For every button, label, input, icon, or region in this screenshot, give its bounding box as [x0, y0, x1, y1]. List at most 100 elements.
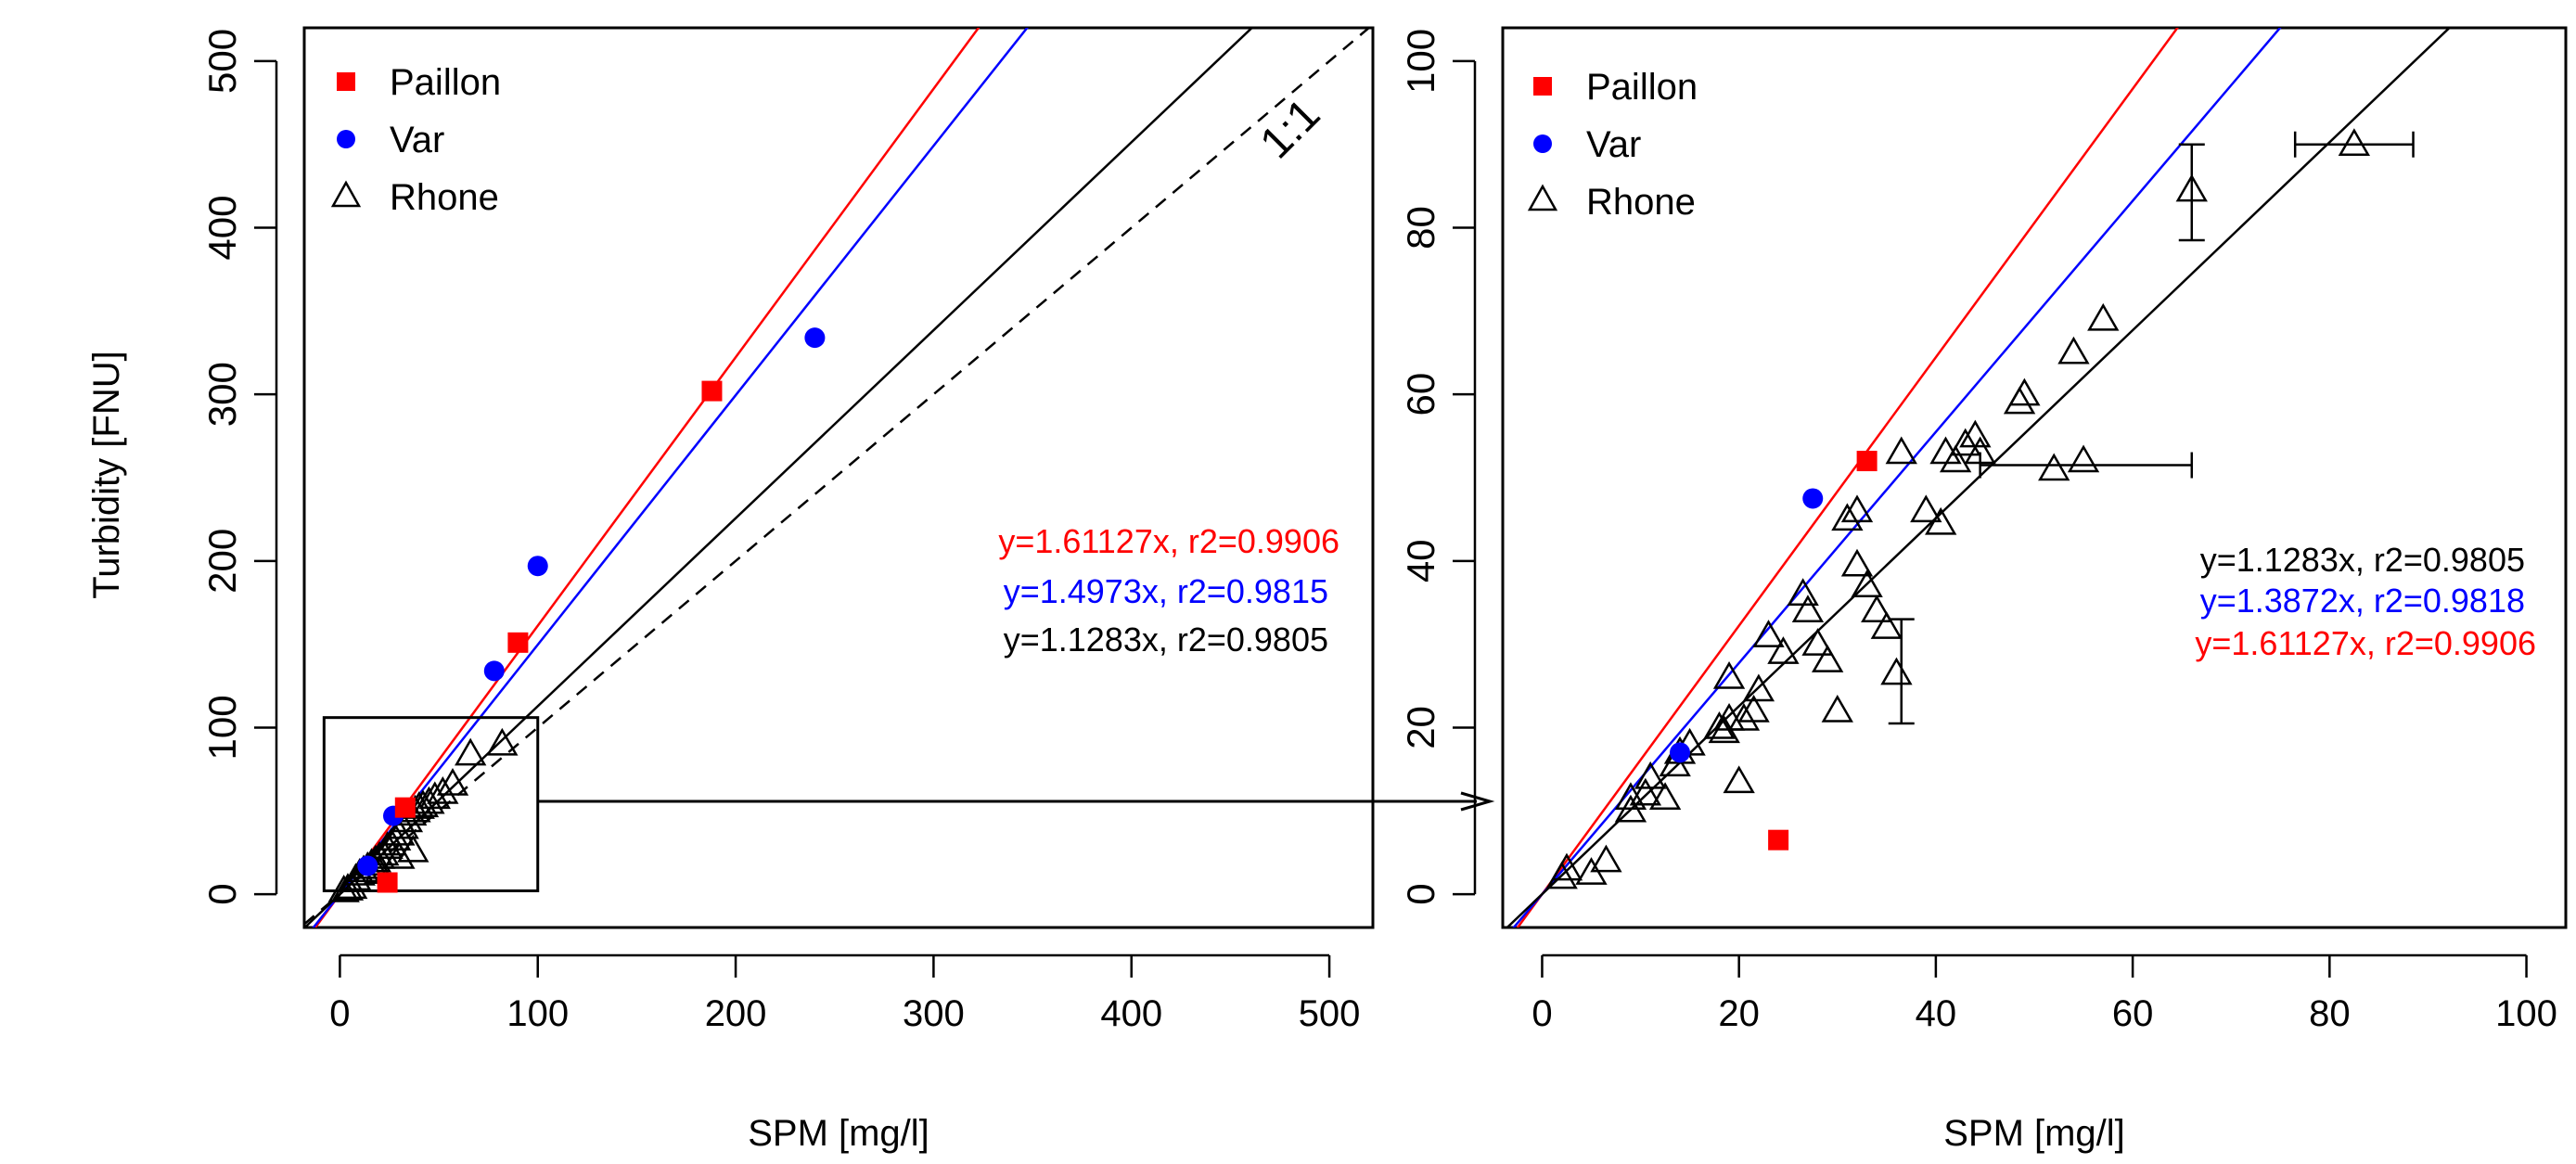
legend-circle-icon	[337, 130, 355, 148]
rhone-point	[1767, 636, 1800, 664]
y-tick-label: 40	[1399, 539, 1442, 582]
legend-triangle-icon	[1527, 184, 1558, 211]
rhone-point	[1964, 436, 1996, 465]
error-bar	[2293, 131, 2415, 158]
rhone-point	[1949, 428, 1981, 456]
y-tick-label: 100	[1399, 29, 1442, 94]
legend-square-icon	[337, 72, 355, 91]
left-y-axis: 0 100 200 300 400 500	[200, 29, 278, 905]
right-data-points	[1545, 128, 2371, 889]
fit-line	[312, 28, 1029, 927]
rhone-point	[455, 737, 487, 766]
rhone-point	[1590, 844, 1622, 873]
var-point	[357, 855, 378, 876]
rhone-point	[1861, 595, 1893, 622]
x-tick-label: 100	[2495, 993, 2557, 1034]
rhone-point	[418, 781, 451, 810]
right-y-axis: 0 20 40 60 80 100	[1399, 29, 1477, 905]
paillon-point	[1856, 451, 1878, 472]
left-plot-frame	[302, 26, 1375, 929]
rhone-point	[1885, 436, 1917, 465]
x-tick-label: 20	[1718, 993, 1760, 1034]
x-tick-label: 80	[2309, 993, 2351, 1034]
zoom-rectangle	[322, 716, 540, 892]
rhone-point	[1851, 569, 1883, 598]
left-legend: Paillon Var Rhone	[330, 62, 501, 218]
rhone-point	[1752, 620, 1785, 647]
right-legend-rhone: Rhone	[1586, 182, 1696, 223]
error-bar	[1888, 618, 1915, 725]
left-legend-paillon: Paillon	[390, 62, 501, 103]
y-tick-label: 500	[200, 29, 244, 94]
left-chart: 0 100 200 300 400 500 0 100 200 300 400 500 SPM [m…	[200, 26, 1375, 1154]
rhone-point	[2175, 173, 2208, 202]
right-plot-frame	[1501, 26, 2568, 929]
rhone-point	[1821, 694, 1853, 723]
y-tick-label: 0	[1399, 883, 1442, 904]
left-equation-paillon: y=1.61127x, r2=0.9906	[998, 522, 1339, 560]
rhone-point	[1737, 694, 1770, 723]
left-equation-rhone: y=1.1283x, r2=0.9805	[1004, 620, 1328, 659]
x-tick-label: 0	[1532, 993, 1552, 1034]
x-tick-label: 500	[1299, 993, 1361, 1034]
left-fit-lines	[304, 28, 1371, 927]
rhone-point	[2338, 128, 2371, 156]
rhone-point	[1959, 419, 1992, 448]
left-one-to-one-label: 1:1	[1251, 90, 1330, 169]
rhone-point	[1648, 782, 1682, 811]
y-tick-label: 60	[1399, 373, 1442, 416]
var-point	[804, 327, 826, 349]
rhone-point	[1791, 595, 1825, 622]
y-tick-label: 200	[200, 529, 244, 594]
rhone-point	[1910, 494, 1942, 523]
var-point	[527, 556, 548, 577]
y-tick-label: 80	[1399, 206, 1442, 249]
right-x-axis: 0 20 40 60 80 100	[1532, 953, 2557, 1034]
zoom-arrow	[538, 791, 1495, 812]
left-legend-rhone: Rhone	[390, 177, 499, 218]
rhone-point	[1614, 782, 1647, 811]
var-point	[1670, 742, 1690, 763]
y-tick-label: 0	[200, 883, 244, 904]
left-equation-var: y=1.4973x, r2=0.9815	[1004, 572, 1328, 610]
rhone-point	[1712, 661, 1746, 689]
x-tick-label: 400	[1100, 993, 1162, 1034]
var-point	[483, 660, 505, 682]
y-tick-label: 100	[200, 695, 244, 760]
var-point	[1802, 488, 1824, 509]
y-tick-label: 300	[200, 362, 244, 427]
fit-line	[1512, 28, 2282, 927]
rhone-point	[2057, 336, 2090, 365]
right-equation-rhone: y=1.1283x, r2=0.9805	[2200, 541, 2525, 579]
rhone-point	[436, 768, 469, 796]
x-tick-label: 300	[903, 993, 965, 1034]
left-data-points	[327, 327, 826, 902]
right-chart: 0 20 40 60 80 100 0 20 40 60 80 100 SPM [mg/l] y=1…	[1399, 26, 2568, 1154]
rhone-point	[1727, 702, 1761, 731]
x-tick-label: 0	[329, 993, 350, 1034]
rhone-point	[1939, 444, 1972, 473]
rhone-point	[1703, 710, 1736, 739]
rhone-point	[413, 786, 445, 814]
rhone-point	[486, 727, 519, 756]
rhone-point	[2038, 453, 2070, 481]
paillon-point	[1768, 829, 1789, 851]
right-error-bars	[1888, 131, 2415, 725]
left-legend-var: Var	[390, 120, 444, 160]
rhone-point	[1723, 765, 1755, 794]
rhone-point	[2008, 377, 2041, 406]
fit-line	[314, 28, 980, 927]
right-equation-paillon: y=1.61127x, r2=0.9906	[2195, 624, 2536, 662]
paillon-point	[701, 380, 723, 402]
right-equation-var: y=1.3872x, r2=0.9818	[2200, 582, 2525, 620]
legend-square-icon	[1533, 77, 1552, 96]
legend-triangle-icon	[330, 180, 362, 208]
right-fit-lines	[1506, 28, 2452, 927]
left-x-axis: 0 100 200 300 400 500	[329, 953, 1361, 1034]
rhone-point	[1840, 548, 1874, 577]
rhone-point	[1840, 494, 1874, 523]
rhone-point	[1634, 761, 1667, 789]
rhone-point	[397, 834, 429, 863]
left-equations: y=1.61127x, r2=0.9906 y=1.4973x, r2=0.98…	[998, 522, 1339, 659]
